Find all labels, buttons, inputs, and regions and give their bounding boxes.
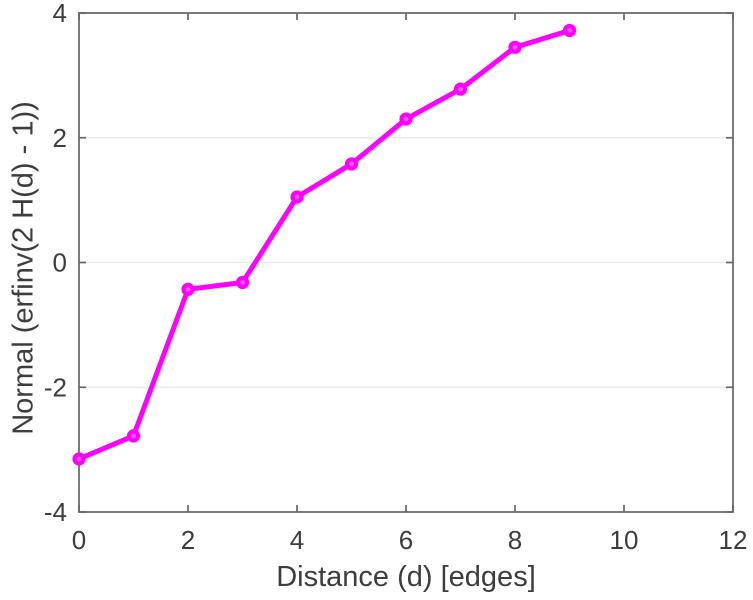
x-tick-label: 2 [181,525,195,555]
y-tick-label: -4 [44,497,67,527]
data-point-center [458,86,463,92]
y-tick-label: -2 [44,372,67,402]
y-tick-label: 0 [53,248,67,278]
data-point-center [294,194,300,200]
y-tick-label: 2 [53,123,67,153]
series-line [76,27,572,462]
x-tick-label: 10 [610,525,639,555]
x-tick-label: 6 [399,525,413,555]
x-tick-label: 12 [719,525,748,555]
data-point-center [131,433,136,439]
y-tick-label: 4 [53,0,67,28]
data-point-center [240,280,245,285]
data-point-center [403,116,409,122]
x-tick-label: 4 [290,525,304,555]
data-point-center [349,161,354,167]
x-tick-label: 0 [72,525,86,555]
y-axis-label: Normal (erfinv(2 H(d) - 1)) [7,101,40,435]
data-point-center [512,44,518,50]
data-point-center [185,286,191,292]
x-axis-label: Distance (d) [edges] [276,561,536,593]
data-point-center [567,28,572,33]
x-tick-label: 8 [508,525,522,555]
data-point-center [76,456,82,462]
